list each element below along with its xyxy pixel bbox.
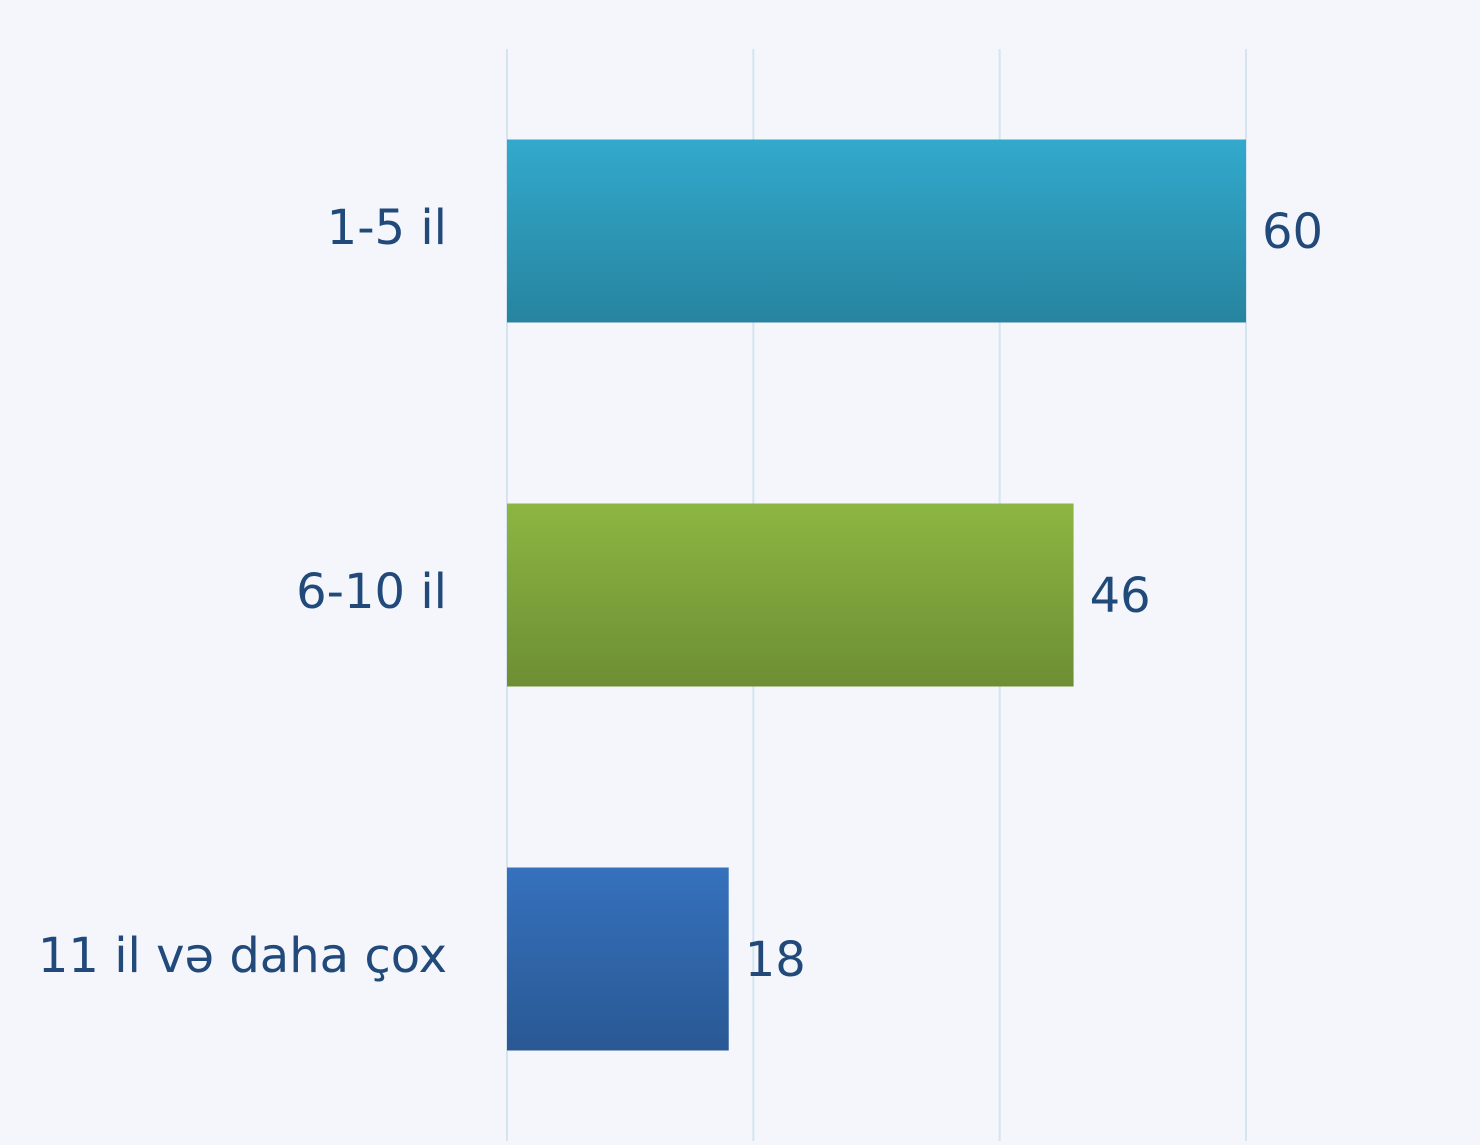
y-tick-label: 1-5 il bbox=[327, 200, 447, 256]
value-label: 18 bbox=[745, 932, 806, 988]
bar-shade bbox=[507, 503, 1074, 687]
value-label: 46 bbox=[1090, 568, 1151, 624]
bar-shade bbox=[507, 867, 729, 1051]
y-tick-label: 6-10 il bbox=[296, 564, 447, 620]
bar-shade bbox=[507, 139, 1246, 323]
value-label: 60 bbox=[1262, 204, 1323, 260]
y-tick-label: 11 il və daha çox bbox=[38, 928, 447, 984]
